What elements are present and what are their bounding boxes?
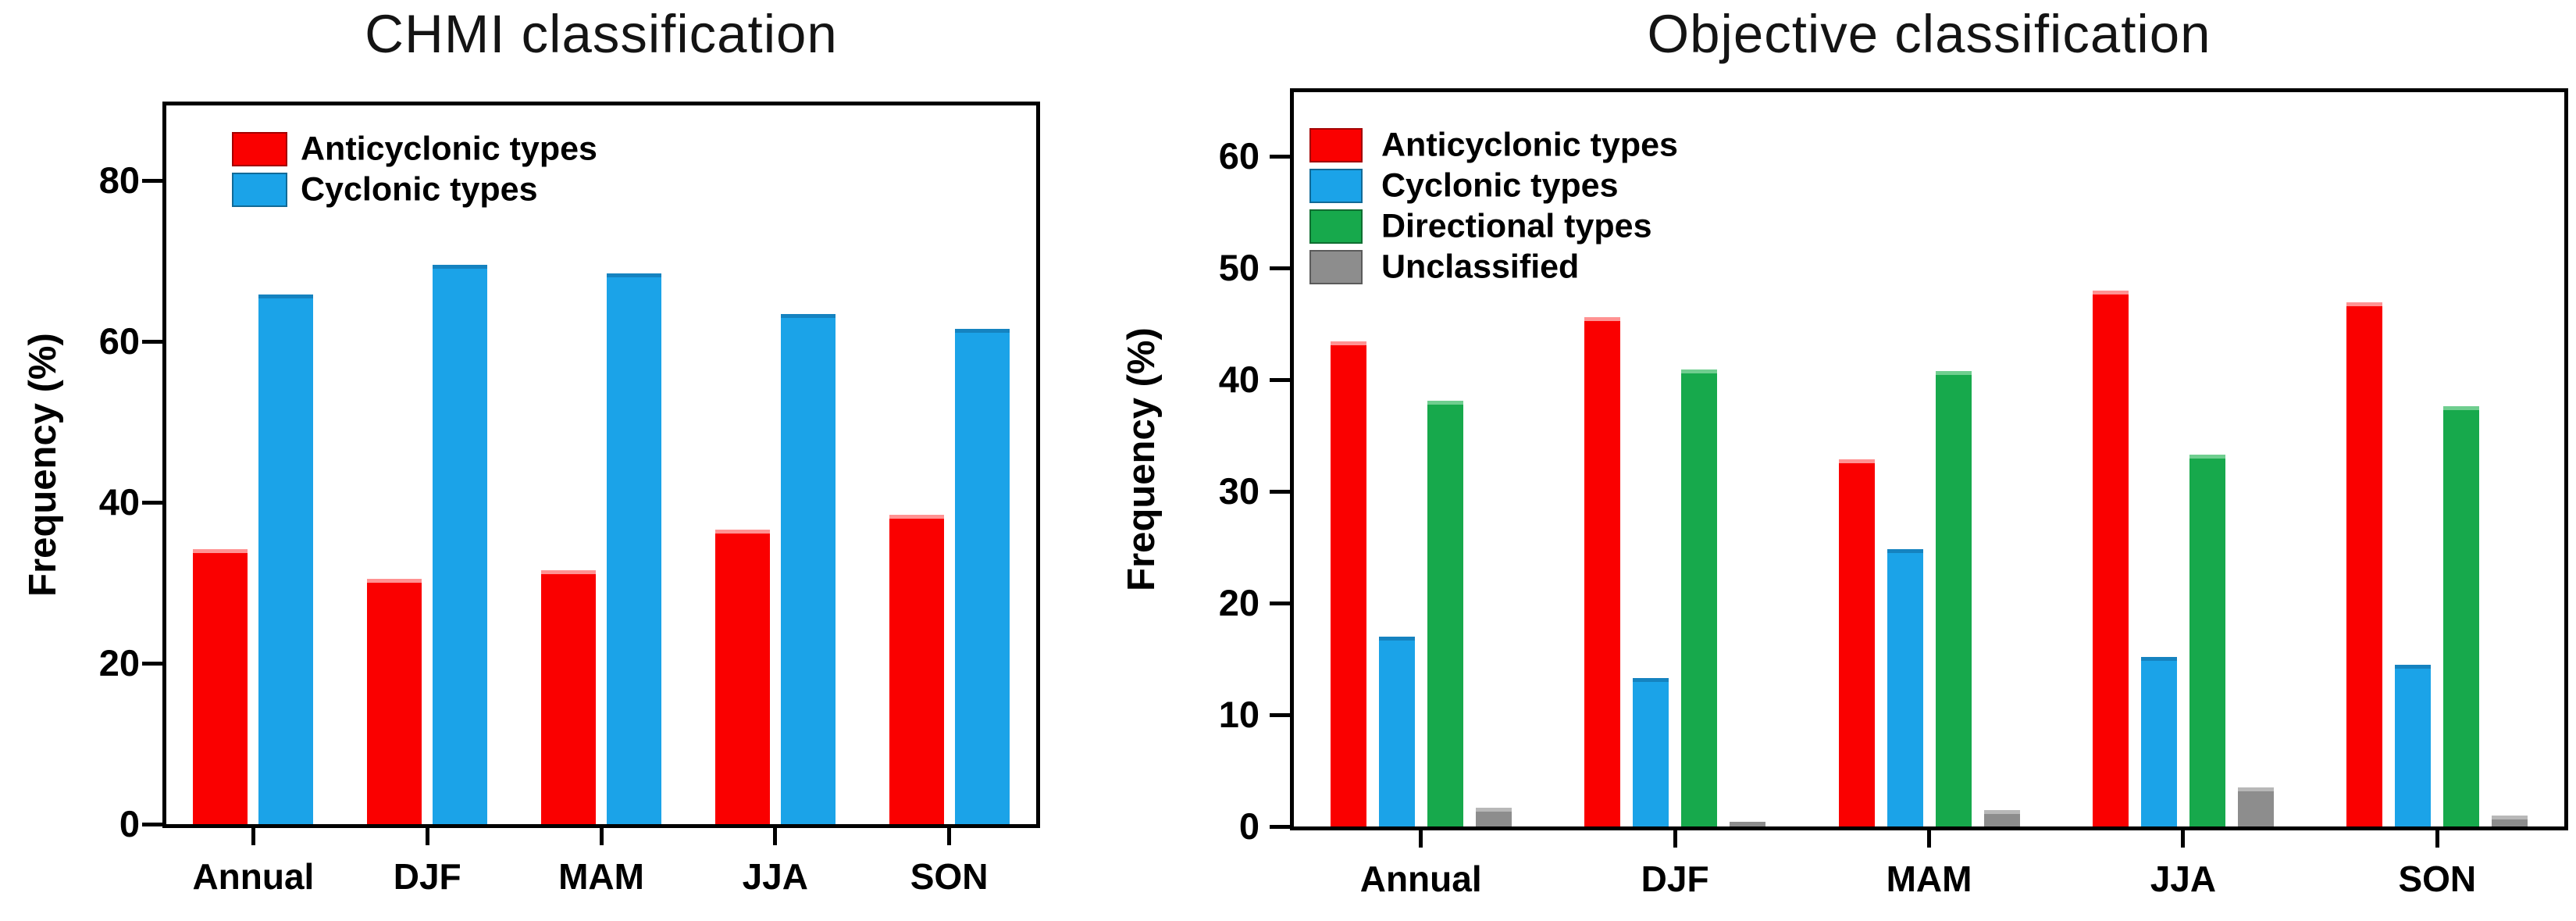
bar-anticyclonic-types-djf bbox=[1584, 316, 1621, 826]
x-tick-label-son: SON bbox=[2398, 859, 2477, 899]
bar-cyclonic-types-annual bbox=[258, 295, 314, 824]
legend-swatch-directional-types bbox=[1309, 209, 1363, 244]
x-tick bbox=[1927, 830, 1931, 848]
y-tick bbox=[1270, 824, 1290, 829]
legend-label-anticyclonic-types: Anticyclonic types bbox=[301, 130, 597, 168]
bar-unclassified-jja bbox=[2237, 787, 2274, 826]
bar-anticyclonic-types-annual bbox=[193, 548, 248, 824]
legend-label-directional-types: Directional types bbox=[1381, 207, 1652, 245]
x-tick-label-jja: JJA bbox=[2150, 859, 2217, 899]
bar-directional-types-son bbox=[2443, 406, 2480, 826]
y-tick bbox=[1270, 154, 1290, 159]
bar-cyclonic-types-annual bbox=[1378, 636, 1415, 826]
bar-unclassified-annual bbox=[1475, 807, 1512, 826]
bar-cyclonic-types-mam bbox=[1887, 549, 1923, 826]
bar-anticyclonic-types-mam bbox=[541, 569, 596, 824]
legend-label-anticyclonic-types: Anticyclonic types bbox=[1381, 126, 1678, 164]
y-tick bbox=[142, 822, 162, 826]
y-tick bbox=[1270, 601, 1290, 605]
legend-swatch-anticyclonic-types bbox=[232, 132, 287, 166]
x-tick bbox=[947, 828, 952, 845]
bar-anticyclonic-types-annual bbox=[1330, 341, 1366, 826]
y-tick-label: 0 bbox=[1238, 805, 1259, 847]
y-tick bbox=[142, 178, 162, 183]
bar-directional-types-djf bbox=[1681, 369, 1718, 826]
legend-swatch-unclassified bbox=[1309, 250, 1363, 284]
x-tick-label-djf: DJF bbox=[393, 856, 461, 897]
legend-label-cyclonic-types: Cyclonic types bbox=[301, 170, 538, 209]
bar-anticyclonic-types-son bbox=[2346, 302, 2383, 826]
x-tick bbox=[251, 828, 255, 845]
x-tick-label-son: SON bbox=[910, 856, 989, 897]
bar-unclassified-mam bbox=[1983, 809, 2020, 826]
y-tick-label: 60 bbox=[98, 320, 140, 362]
x-tick-label-mam: MAM bbox=[1886, 859, 1972, 899]
chart-title: CHMI classification bbox=[365, 4, 838, 64]
legend-swatch-anticyclonic-types bbox=[1309, 128, 1363, 162]
x-tick-label-djf: DJF bbox=[1641, 859, 1709, 899]
bar-anticyclonic-types-son bbox=[889, 515, 944, 824]
plot-area: Frequency (%) 0 20 40 60 80 Annual DJF MAM JJA SO… bbox=[22, 102, 1040, 897]
bar-anticyclonic-types-djf bbox=[367, 578, 422, 824]
bar-cyclonic-types-djf bbox=[1633, 677, 1669, 826]
y-tick bbox=[1270, 712, 1290, 717]
y-tick-label: 40 bbox=[1218, 359, 1259, 400]
y-tick-label: 40 bbox=[98, 481, 140, 523]
y-tick bbox=[142, 661, 162, 666]
bar-anticyclonic-types-jja bbox=[714, 530, 770, 824]
legend-label-unclassified: Unclassified bbox=[1381, 248, 1580, 286]
y-tick-label: 50 bbox=[1218, 247, 1259, 288]
y-tick-label: 80 bbox=[98, 159, 140, 201]
x-tick bbox=[1673, 830, 1677, 848]
bar-cyclonic-types-djf bbox=[433, 265, 488, 824]
bar-directional-types-jja bbox=[2189, 454, 2225, 826]
y-axis-label: Frequency (%) bbox=[22, 333, 64, 597]
y-tick-label: 0 bbox=[119, 803, 140, 844]
chart-title: Objective classification bbox=[1647, 4, 2211, 64]
bar-directional-types-mam bbox=[1935, 370, 1972, 826]
y-tick-label: 30 bbox=[1218, 470, 1259, 512]
y-tick bbox=[142, 500, 162, 505]
y-tick-label: 20 bbox=[98, 642, 140, 684]
y-tick-label: 20 bbox=[1218, 582, 1259, 623]
plot-area: Frequency (%) 0 10 20 30 40 50 60 Annual DJF MAM J… bbox=[1121, 88, 2568, 899]
x-tick-label-annual: Annual bbox=[192, 856, 315, 897]
y-tick bbox=[142, 339, 162, 344]
y-tick bbox=[1270, 266, 1290, 270]
bar-cyclonic-types-jja bbox=[2140, 656, 2177, 826]
x-tick bbox=[1419, 830, 1423, 848]
y-tick bbox=[1270, 489, 1290, 494]
x-tick bbox=[2181, 830, 2186, 848]
y-tick-label: 10 bbox=[1218, 694, 1259, 735]
bar-cyclonic-types-jja bbox=[780, 313, 836, 824]
y-tick bbox=[1270, 377, 1290, 382]
legend-label-cyclonic-types: Cyclonic types bbox=[1381, 166, 1619, 205]
x-tick-label-jja: JJA bbox=[742, 856, 808, 897]
bar-anticyclonic-types-mam bbox=[1838, 459, 1875, 826]
bar-directional-types-annual bbox=[1427, 401, 1463, 826]
x-tick bbox=[599, 828, 604, 845]
bar-cyclonic-types-son bbox=[2395, 664, 2432, 826]
bar-unclassified-djf bbox=[1730, 822, 1766, 826]
x-tick bbox=[425, 828, 429, 845]
legend-swatch-cyclonic-types bbox=[1309, 169, 1363, 203]
legend-swatch-cyclonic-types bbox=[232, 173, 287, 207]
x-tick bbox=[2435, 830, 2439, 848]
bar-anticyclonic-types-jja bbox=[2092, 290, 2129, 826]
x-tick bbox=[773, 828, 778, 845]
y-tick-label: 60 bbox=[1218, 135, 1259, 177]
bar-cyclonic-types-son bbox=[954, 328, 1010, 824]
bar-unclassified-son bbox=[2492, 815, 2528, 826]
bar-cyclonic-types-mam bbox=[607, 273, 661, 824]
x-tick-label-mam: MAM bbox=[558, 856, 644, 897]
x-tick-label-annual: Annual bbox=[1359, 859, 1482, 899]
